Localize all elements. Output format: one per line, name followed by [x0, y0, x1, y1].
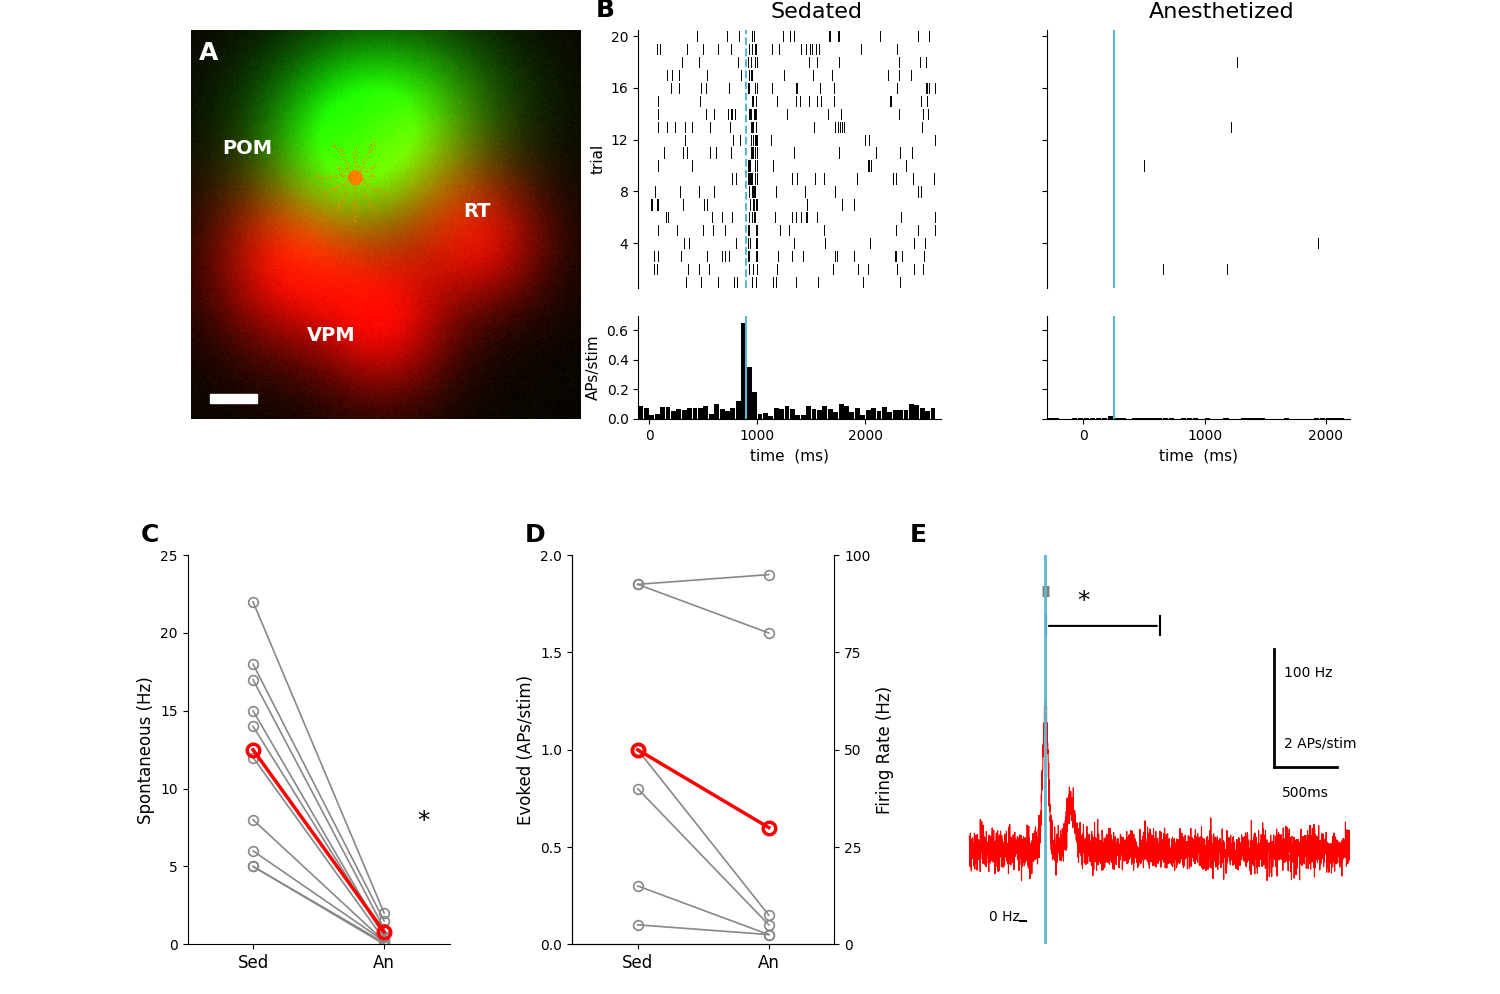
Bar — [741, 323, 746, 418]
Text: 0 Hz: 0 Hz — [988, 910, 1020, 923]
Bar — [784, 406, 789, 418]
Bar — [909, 405, 914, 418]
Text: VPM: VPM — [308, 326, 356, 345]
Bar — [724, 412, 730, 418]
Y-axis label: Evoked (APs/stim): Evoked (APs/stim) — [518, 675, 536, 825]
Bar — [660, 408, 664, 418]
Bar — [1084, 417, 1089, 418]
Bar — [898, 410, 903, 418]
Text: B: B — [596, 0, 615, 22]
Bar — [844, 406, 849, 418]
Bar — [687, 408, 692, 418]
Bar — [920, 408, 924, 418]
Bar — [1168, 417, 1174, 418]
Bar — [736, 402, 741, 418]
Bar — [1186, 417, 1192, 418]
Text: 2 APs/stim: 2 APs/stim — [1284, 737, 1356, 750]
Bar — [710, 414, 714, 418]
X-axis label: time  (ms): time (ms) — [1160, 448, 1238, 463]
Bar — [639, 407, 644, 418]
X-axis label: time  (ms): time (ms) — [750, 448, 830, 463]
Bar — [704, 407, 708, 418]
Text: *: * — [417, 808, 429, 833]
Bar — [930, 408, 936, 418]
Text: 100 Hz: 100 Hz — [1284, 666, 1332, 680]
Bar — [720, 409, 724, 418]
Bar — [1314, 417, 1320, 418]
Bar — [1338, 417, 1344, 418]
Bar — [676, 409, 681, 418]
Bar — [849, 413, 855, 418]
Y-axis label: Spontaneous (Hz): Spontaneous (Hz) — [136, 676, 154, 824]
Bar — [714, 405, 718, 418]
Text: *: * — [1077, 589, 1089, 613]
Bar — [892, 411, 897, 418]
Text: D: D — [525, 524, 546, 548]
Text: C: C — [141, 524, 159, 548]
Y-axis label: APs/stim: APs/stim — [586, 334, 602, 400]
Bar — [888, 413, 892, 418]
Bar — [758, 414, 762, 418]
Bar — [1114, 417, 1119, 418]
Y-axis label: Firing Rate (Hz): Firing Rate (Hz) — [876, 686, 894, 814]
Text: Anesthetized: Anesthetized — [1149, 2, 1294, 22]
Bar — [861, 415, 865, 418]
Bar — [871, 408, 876, 418]
Bar — [882, 408, 886, 418]
Bar — [926, 412, 930, 418]
Bar — [790, 410, 795, 418]
Bar — [855, 408, 859, 418]
Bar — [752, 393, 758, 418]
Bar — [1260, 417, 1264, 418]
Text: A: A — [198, 42, 217, 66]
Bar — [650, 415, 654, 418]
Bar — [822, 406, 828, 418]
Bar — [801, 414, 806, 418]
Bar — [1053, 417, 1059, 418]
Bar — [778, 410, 784, 418]
Y-axis label: trial: trial — [590, 144, 604, 174]
Bar — [839, 405, 843, 418]
Bar — [666, 408, 670, 418]
Bar — [682, 410, 687, 418]
Bar — [795, 415, 800, 418]
Bar — [764, 413, 768, 418]
Bar — [828, 410, 833, 418]
Bar — [1132, 417, 1137, 418]
Bar — [656, 414, 660, 418]
Bar — [833, 413, 839, 418]
Bar — [1242, 417, 1246, 418]
Bar — [915, 406, 920, 418]
Bar — [806, 406, 812, 418]
Bar — [876, 412, 882, 418]
Bar — [210, 394, 256, 404]
Bar — [670, 412, 676, 418]
Bar — [1192, 417, 1198, 418]
Text: POM: POM — [222, 139, 272, 158]
Bar — [693, 408, 698, 418]
Bar — [1120, 417, 1125, 418]
Text: Sedated: Sedated — [770, 2, 862, 22]
Bar — [903, 410, 909, 418]
Bar — [818, 410, 822, 418]
Bar — [644, 408, 650, 418]
Text: 500ms: 500ms — [1282, 786, 1329, 800]
Bar — [698, 408, 703, 418]
Bar — [730, 409, 735, 418]
Bar — [1254, 417, 1258, 418]
Bar — [865, 411, 870, 418]
Bar — [747, 367, 752, 418]
Bar — [768, 415, 772, 418]
Text: E: E — [909, 524, 927, 548]
Bar — [812, 409, 816, 418]
Bar — [1090, 417, 1095, 418]
Bar — [1332, 417, 1338, 418]
Bar — [774, 409, 778, 418]
Bar — [1108, 416, 1113, 418]
Text: RT: RT — [464, 202, 490, 221]
